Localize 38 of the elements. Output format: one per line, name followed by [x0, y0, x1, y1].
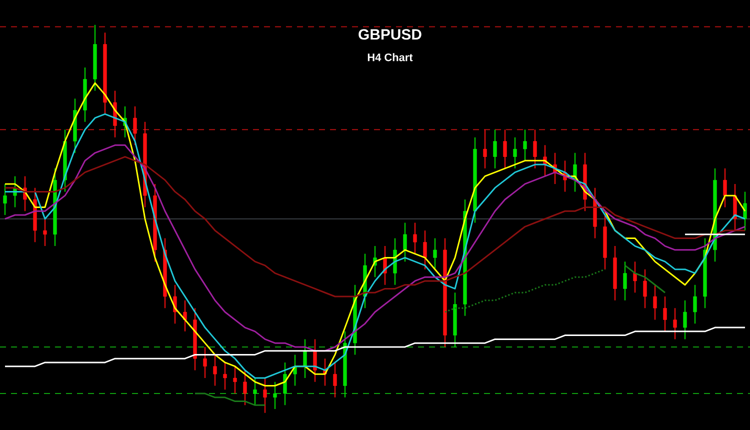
- candlestick: [693, 284, 697, 324]
- candlestick: [423, 230, 427, 270]
- candlestick: [263, 377, 267, 414]
- candlestick: [533, 129, 537, 169]
- candlestick: [223, 362, 227, 390]
- candlestick: [333, 362, 337, 398]
- candlestick: [203, 346, 207, 378]
- candlestick: [253, 377, 257, 406]
- candlestick: [723, 168, 727, 208]
- candlestick: [133, 106, 137, 146]
- chart-title: GBPUSD: [358, 29, 422, 40]
- candlestick: [313, 338, 317, 382]
- candlestick: [623, 261, 627, 301]
- candlestick: [743, 191, 747, 232]
- candlestick: [433, 238, 437, 270]
- candlestick: [493, 129, 497, 169]
- candlestick: [673, 308, 677, 340]
- candlestick: [3, 183, 7, 216]
- candlestick: [283, 362, 287, 406]
- text: H4 Chart: [368, 53, 413, 62]
- candlestick: [653, 284, 657, 320]
- candlestick: [273, 381, 277, 410]
- candlestick: [243, 370, 247, 406]
- candlestick: [213, 354, 217, 386]
- candlestick: [233, 366, 237, 394]
- candlestick: [183, 300, 187, 332]
- candlestick: [683, 300, 687, 340]
- candlestick: [663, 296, 667, 332]
- candlestick: [303, 338, 307, 378]
- candlestick: [403, 222, 407, 262]
- candlestick: [43, 218, 47, 247]
- candlestick: [523, 129, 527, 162]
- candlestick: [503, 129, 507, 169]
- candlestick: [483, 129, 487, 169]
- candlestick: [513, 136, 517, 169]
- candlestick: [643, 268, 647, 309]
- candlestick: [633, 261, 637, 294]
- candlestick: [413, 222, 417, 254]
